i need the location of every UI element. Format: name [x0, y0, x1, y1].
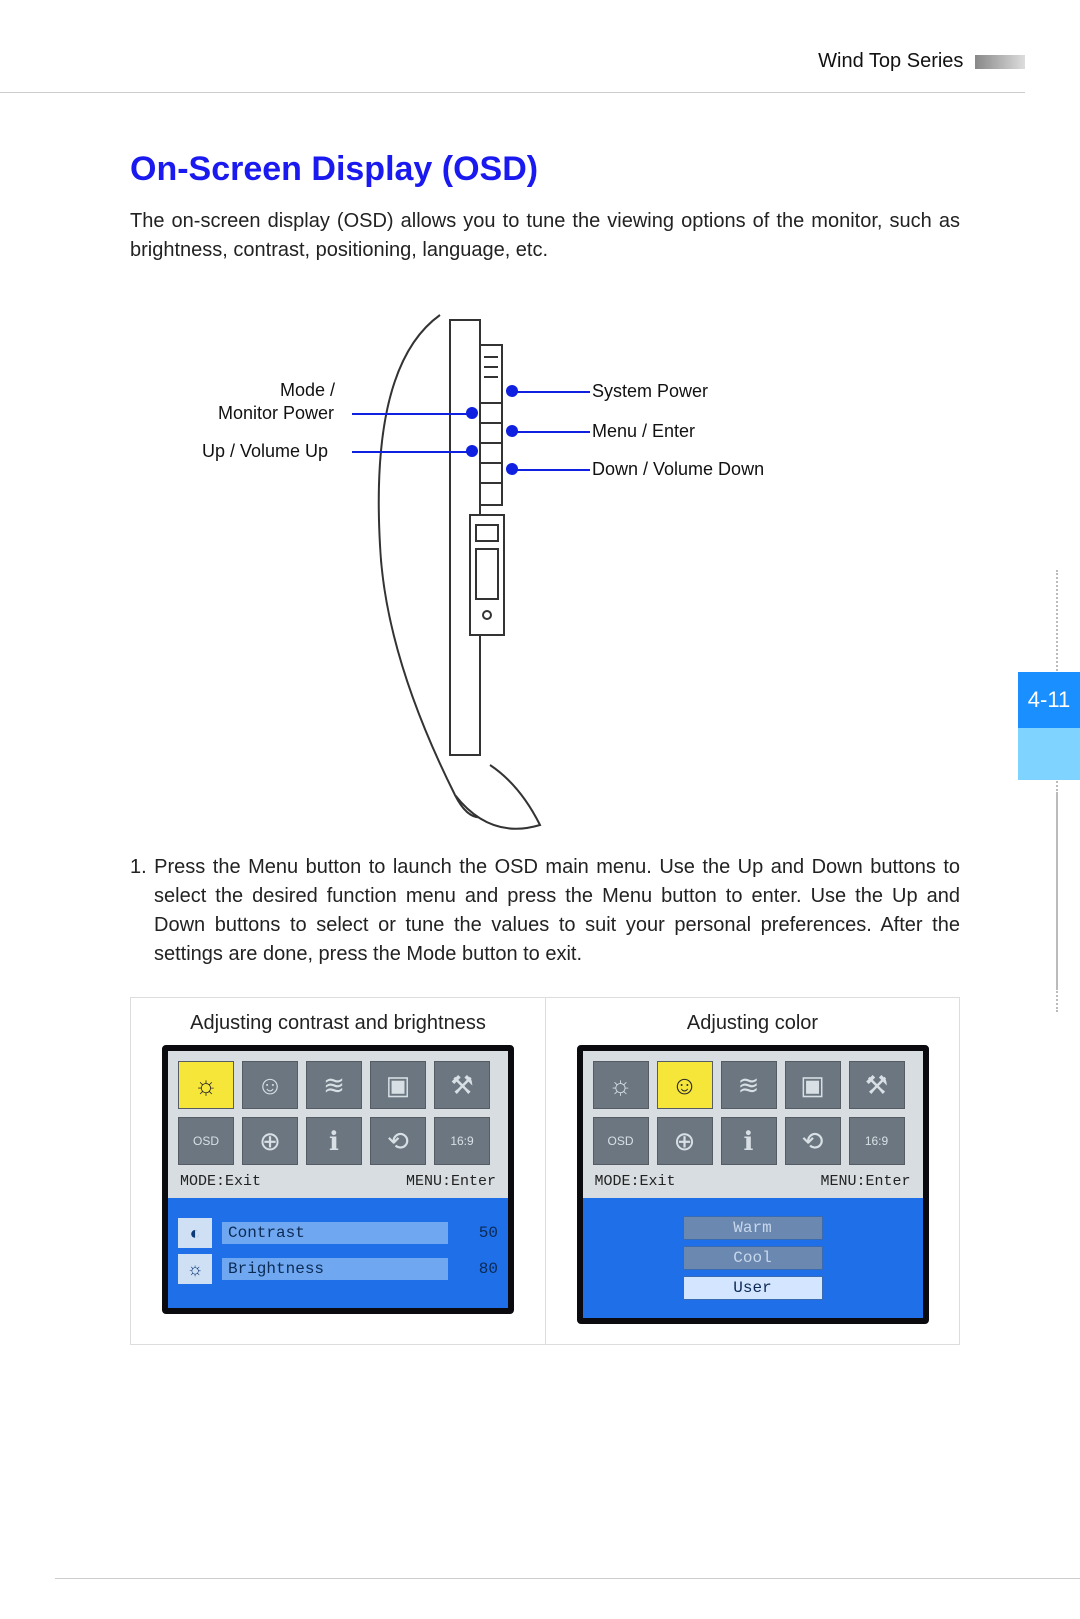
top-rule: [0, 92, 1025, 93]
page-title: On-Screen Display (OSD): [130, 150, 960, 189]
side-dotted-line-2: [1056, 792, 1058, 1012]
page-number-tab-accent: [1018, 728, 1080, 780]
language-icon[interactable]: ⊕: [657, 1117, 713, 1165]
color-icon[interactable]: ☺: [657, 1061, 713, 1109]
adjust-row-icon: ☼: [178, 1254, 212, 1284]
info-icon[interactable]: ℹ: [306, 1117, 362, 1165]
tools-icon[interactable]: ⚒: [434, 1061, 490, 1109]
osd-panels: Adjusting contrast and brightness ☼☺≋▣⚒ …: [130, 997, 960, 1345]
osd-left-icon-row-2: OSD⊕ℹ⟲16:9: [178, 1117, 498, 1165]
brightness-icon[interactable]: ☼: [178, 1061, 234, 1109]
osd-right-icon-row-1: ☼☺≋▣⚒: [593, 1061, 913, 1109]
aspect-icon[interactable]: 16:9: [849, 1117, 905, 1165]
panel-contrast-brightness: Adjusting contrast and brightness ☼☺≋▣⚒ …: [131, 998, 545, 1344]
aspect-icon[interactable]: 16:9: [434, 1117, 490, 1165]
callout-dot-mode: [466, 407, 478, 419]
page-number: 4-11: [1028, 687, 1070, 713]
header: Wind Top Series: [818, 50, 1025, 73]
panel-color: Adjusting color ☼☺≋▣⚒ OSD⊕ℹ⟲16:9 MODE:Ex…: [545, 998, 959, 1344]
osd-left-top: ☼☺≋▣⚒ OSD⊕ℹ⟲16:9 MODE:Exit MENU:Enter: [168, 1051, 508, 1198]
color-option-list: Warm Cool User: [593, 1212, 913, 1300]
label-menu-enter: Menu / Enter: [592, 421, 695, 442]
adjust-row: ☼ Brightness 80: [178, 1254, 498, 1284]
color-option[interactable]: Warm: [683, 1216, 823, 1240]
wave-icon[interactable]: ≋: [721, 1061, 777, 1109]
hint-mode-exit: MODE:Exit: [595, 1173, 676, 1190]
language-icon[interactable]: ⊕: [242, 1117, 298, 1165]
info-icon[interactable]: ℹ: [721, 1117, 777, 1165]
color-option[interactable]: Cool: [683, 1246, 823, 1270]
label-system-power: System Power: [592, 381, 708, 402]
color-icon[interactable]: ☺: [242, 1061, 298, 1109]
adjust-row: ◐ Contrast 50: [178, 1218, 498, 1248]
position-icon[interactable]: ▣: [785, 1061, 841, 1109]
osd-right-top: ☼☺≋▣⚒ OSD⊕ℹ⟲16:9 MODE:Exit MENU:Enter: [583, 1051, 923, 1198]
page-number-tab: 4-11: [1018, 672, 1080, 728]
callout-dot-up: [466, 445, 478, 457]
intro-text: The on-screen display (OSD) allows you t…: [130, 207, 960, 265]
osd-icon[interactable]: OSD: [178, 1117, 234, 1165]
tools-icon[interactable]: ⚒: [849, 1061, 905, 1109]
callout-line-up: [352, 451, 468, 453]
series-label: Wind Top Series: [818, 50, 963, 72]
osd-right-bottom: Warm Cool User: [583, 1198, 923, 1318]
wave-icon[interactable]: ≋: [306, 1061, 362, 1109]
adjust-row-value: 80: [458, 1260, 498, 1278]
callout-line-menu-enter: [516, 431, 590, 433]
osd-left-hints: MODE:Exit MENU:Enter: [178, 1173, 498, 1194]
header-accent: [975, 55, 1025, 69]
bottom-rule: [55, 1578, 1080, 1579]
position-icon[interactable]: ▣: [370, 1061, 426, 1109]
monitor-diagram: Mode / Monitor Power Up / Volume Up Syst…: [130, 285, 960, 845]
adjust-row-value: 50: [458, 1224, 498, 1242]
hint-mode-exit: MODE:Exit: [180, 1173, 261, 1190]
panel-right-title: Adjusting color: [560, 1012, 945, 1035]
adjust-row-icon: ◐: [178, 1218, 212, 1248]
osd-right-icon-row-2: OSD⊕ℹ⟲16:9: [593, 1117, 913, 1165]
reset-icon[interactable]: ⟲: [785, 1117, 841, 1165]
label-up: Up / Volume Up: [202, 441, 328, 462]
reset-icon[interactable]: ⟲: [370, 1117, 426, 1165]
hint-menu-enter: MENU:Enter: [820, 1173, 910, 1190]
adjust-row-label: Contrast: [222, 1222, 448, 1244]
osd-left-bottom: ◐ Contrast 50 ☼ Brightness 80: [168, 1198, 508, 1308]
panel-left-title: Adjusting contrast and brightness: [145, 1012, 531, 1035]
adjust-row-label: Brightness: [222, 1258, 448, 1280]
osd-right-hints: MODE:Exit MENU:Enter: [593, 1173, 913, 1194]
callout-line-mode: [352, 413, 468, 415]
callout-line-system-power: [516, 391, 590, 393]
callout-line-down: [516, 469, 590, 471]
osd-left-icon-row-1: ☼☺≋▣⚒: [178, 1061, 498, 1109]
hint-menu-enter: MENU:Enter: [406, 1173, 496, 1190]
osd-right: ☼☺≋▣⚒ OSD⊕ℹ⟲16:9 MODE:Exit MENU:Enter Wa…: [577, 1045, 929, 1324]
brightness-icon[interactable]: ☼: [593, 1061, 649, 1109]
label-mode-line1: Mode /: [280, 380, 335, 401]
osd-left: ☼☺≋▣⚒ OSD⊕ℹ⟲16:9 MODE:Exit MENU:Enter ◐C…: [162, 1045, 514, 1314]
monitor-svg: [130, 285, 960, 845]
label-down: Down / Volume Down: [592, 459, 764, 480]
label-mode-line2: Monitor Power: [218, 403, 334, 424]
page-content: On-Screen Display (OSD) The on-screen di…: [130, 150, 960, 1345]
osd-icon[interactable]: OSD: [593, 1117, 649, 1165]
color-option[interactable]: User: [683, 1276, 823, 1300]
step-1-text: 1. Press the Menu button to launch the O…: [130, 853, 960, 969]
